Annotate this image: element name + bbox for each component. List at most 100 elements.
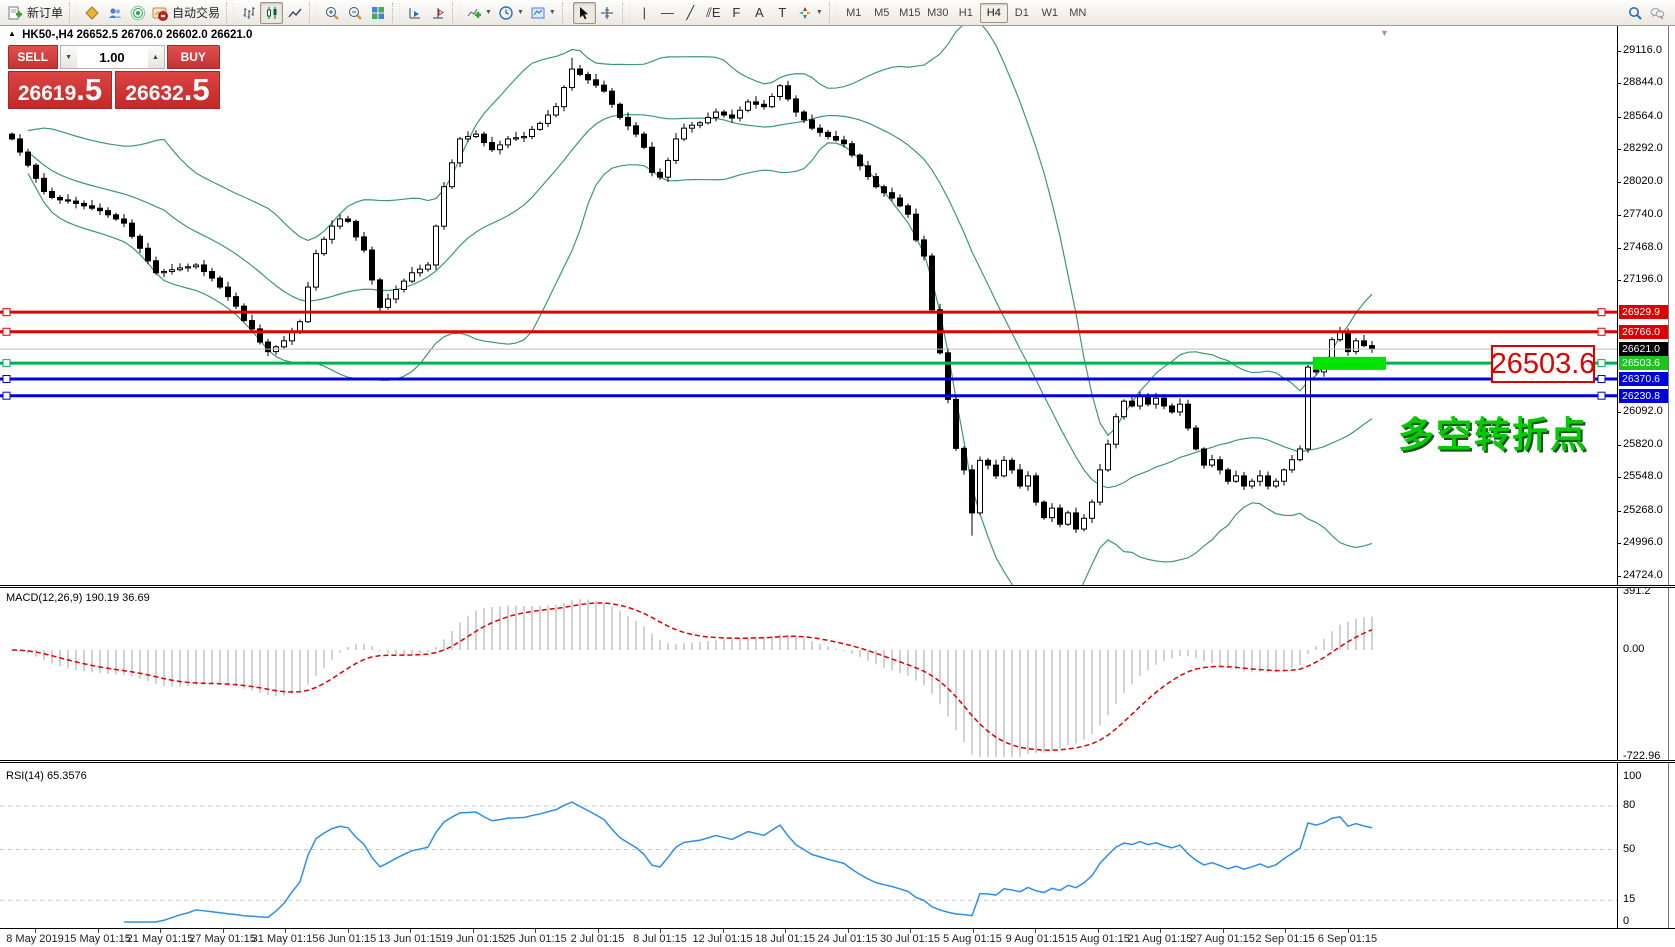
- toolbar-separator: [621, 2, 630, 23]
- candle-body: [1249, 480, 1255, 487]
- macd-pane-canvas[interactable]: [0, 589, 1617, 760]
- candle-body: [409, 272, 415, 282]
- timeframe-h1-button[interactable]: H1: [958, 6, 973, 19]
- trendline-button[interactable]: ╱: [679, 2, 702, 24]
- community-button[interactable]: [103, 2, 126, 24]
- time-axis-label: 8 Jul 01:15: [633, 933, 687, 945]
- candle-body: [969, 469, 975, 514]
- sell-button[interactable]: SELL: [8, 45, 58, 69]
- candle-body: [1049, 507, 1055, 519]
- time-axis-label: 25 Jun 01:15: [503, 933, 567, 945]
- metaeditor-button[interactable]: [80, 2, 103, 24]
- time-axis-label: 18 Jul 01:15: [755, 933, 815, 945]
- candle-body: [209, 271, 215, 279]
- label-button[interactable]: T: [771, 2, 794, 24]
- timeframe-w1-button[interactable]: W1: [1041, 6, 1059, 19]
- bar-chart-button[interactable]: [237, 2, 260, 24]
- time-axis-label: 21 May 01:15: [126, 933, 194, 945]
- timeframe-m15-button[interactable]: M15: [899, 6, 921, 19]
- chinese-annotation[interactable]: 多空转折点: [1398, 414, 1589, 455]
- line-chart-button[interactable]: [283, 2, 306, 24]
- line-handle: [1597, 391, 1606, 400]
- fibo-button[interactable]: F: [725, 2, 748, 24]
- arrows-button[interactable]: ▼: [794, 2, 826, 24]
- chart-shift-button[interactable]: [426, 2, 449, 24]
- volume-up-button[interactable]: ▲: [147, 46, 164, 68]
- chat-icon[interactable]: [1649, 5, 1665, 21]
- candle-body: [921, 239, 927, 257]
- candle-body: [369, 249, 375, 281]
- autotrading-button[interactable]: 自动交易: [149, 2, 223, 24]
- auto-scroll-button[interactable]: [403, 2, 426, 24]
- bid-price-panel[interactable]: 26619 .5: [8, 71, 112, 109]
- buy-button[interactable]: BUY: [166, 45, 220, 69]
- hline-button[interactable]: —: [656, 2, 679, 24]
- candle-body: [393, 288, 399, 300]
- text-button[interactable]: A: [748, 2, 771, 24]
- dropdown-caret-icon[interactable]: ▼: [485, 9, 492, 16]
- vline-button[interactable]: |: [633, 2, 656, 24]
- candle-body: [529, 128, 535, 138]
- symbol-name: HK50-,H4: [22, 29, 74, 41]
- search-icon[interactable]: [1627, 5, 1643, 21]
- candle-body: [633, 125, 639, 135]
- toolbar-separator: [392, 2, 401, 23]
- pane-separator[interactable]: [0, 585, 1675, 588]
- new-order-button[interactable]: 新订单: [4, 2, 66, 24]
- timeframe-d1-button[interactable]: D1: [1014, 6, 1029, 19]
- main-chart-canvas[interactable]: [0, 26, 1617, 585]
- candle-body: [761, 103, 767, 108]
- candle-body: [553, 106, 559, 116]
- timeframe-h4-button[interactable]: H4: [979, 2, 1008, 23]
- dropdown-caret-icon[interactable]: ▼: [548, 9, 556, 16]
- volume-down-button[interactable]: ▼: [60, 46, 77, 68]
- rsi-pane-canvas[interactable]: [0, 763, 1617, 928]
- time-axis[interactable]: 8 May 2019 15 May 01:15 21 May 01:15 27 May…: [0, 928, 1675, 947]
- price-axis-label: 25820.0: [1623, 437, 1663, 450]
- channel-button[interactable]: ⫽E: [702, 2, 725, 24]
- timeframe-m1-button[interactable]: M1: [846, 6, 862, 19]
- autotrading-icon: [152, 5, 168, 21]
- volume-stepper[interactable]: ▼ 1.00 ▲: [59, 45, 165, 69]
- line-handle: [2, 327, 11, 336]
- text-icon: A: [755, 4, 764, 20]
- candle-body: [537, 122, 543, 130]
- candle-body: [193, 264, 199, 268]
- time-axis-tick: [972, 929, 974, 933]
- timeframe-mn-button[interactable]: MN: [1069, 6, 1087, 19]
- crosshair-button[interactable]: [596, 2, 619, 24]
- time-axis-label: 6 Sep 01:15: [1317, 933, 1378, 945]
- dropdown-caret-icon[interactable]: ▼: [815, 9, 823, 16]
- timeframe-m30-button[interactable]: M30: [927, 6, 949, 19]
- zoom-in-button[interactable]: [320, 2, 343, 24]
- signals-button[interactable]: [126, 2, 149, 24]
- pane-separator[interactable]: [0, 760, 1675, 763]
- time-axis-label: 30 Jul 01:15: [880, 933, 940, 945]
- cursor-button[interactable]: [572, 1, 596, 24]
- indicators-button[interactable]: ▼: [463, 2, 495, 24]
- chart-shift-marker-icon[interactable]: ▼: [1380, 28, 1389, 38]
- candle-body: [257, 328, 263, 343]
- candle-body: [929, 255, 935, 311]
- candle-body: [121, 218, 127, 224]
- price-axis-label: 28020.0: [1623, 174, 1663, 187]
- highlight-rectangle: [1313, 356, 1386, 370]
- zoom-out-button[interactable]: [343, 2, 366, 24]
- timeframe-m5-button[interactable]: M5: [874, 6, 890, 19]
- time-axis-tick: [1097, 929, 1099, 933]
- templates-button[interactable]: ▼: [527, 2, 559, 24]
- line-handle: [2, 359, 11, 368]
- ohlc-high: 26706.0: [121, 29, 163, 41]
- candle-body: [873, 176, 879, 188]
- ask-price-panel[interactable]: 26632 .5: [115, 71, 220, 109]
- periods-button[interactable]: ▼: [495, 2, 527, 24]
- rsi-axis-label: 0: [1623, 915, 1630, 927]
- price-label-box[interactable]: 26503.6: [1491, 345, 1595, 383]
- tile-windows-button[interactable]: [366, 2, 389, 24]
- candle-body: [497, 144, 503, 151]
- price-axis-tick: [1617, 181, 1621, 183]
- dropdown-caret-icon[interactable]: ▼: [516, 9, 524, 16]
- volume-value[interactable]: 1.00: [99, 49, 125, 65]
- candle-chart-button[interactable]: [260, 1, 284, 24]
- rsi-indicator-label: RSI(14) 65.3576: [6, 770, 87, 782]
